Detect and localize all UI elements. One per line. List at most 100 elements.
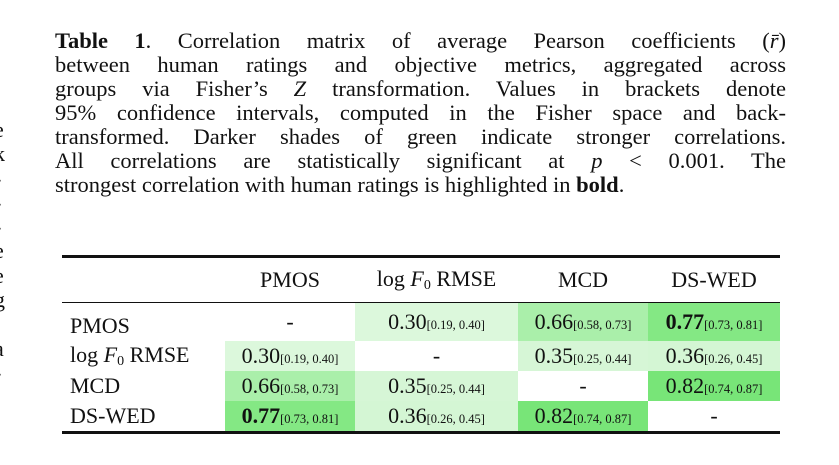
text-fragment: - xyxy=(0,360,6,385)
correlation-value: 0.82 xyxy=(665,373,705,398)
label-text: RMSE xyxy=(124,342,190,367)
label-text: DS-WED xyxy=(70,403,156,428)
correlation-value: - xyxy=(286,309,294,334)
math-variable: F xyxy=(410,266,424,291)
correlation-value: 0.30 xyxy=(388,309,427,334)
correlation-value: 0.35 xyxy=(534,343,574,368)
caption-line: strongest correlation with human ratings… xyxy=(55,173,786,197)
correlation-cell: - xyxy=(518,371,648,401)
confidence-interval: [0.25, 0.44] xyxy=(426,382,485,396)
confidence-interval: [0.58, 0.73] xyxy=(573,318,632,332)
text-fragment: a xyxy=(0,336,6,361)
text-fragment: - xyxy=(0,190,6,215)
correlation-cell: 0.30[0.19, 0.40] xyxy=(225,341,355,371)
column-header: PMOS xyxy=(225,257,355,303)
table-caption: Table 1. Correlation matrix of average P… xyxy=(55,29,786,197)
text-fragment xyxy=(0,312,6,336)
confidence-interval: [0.74, 0.87] xyxy=(704,382,763,396)
caption-text: < 0.001. The xyxy=(602,148,787,173)
correlation-matrix-table: PMOS log F0 RMSE MCD DS-WED PMOS -0.30[0.19,… xyxy=(62,255,780,434)
caption-text: groups via Fisher’s xyxy=(55,76,294,101)
row-label: log F0 RMSE xyxy=(62,341,225,371)
correlation-value: 0.82 xyxy=(534,403,574,428)
text-fragment: k xyxy=(0,141,6,166)
label-text: log xyxy=(376,266,411,291)
confidence-interval: [0.73, 0.81] xyxy=(280,412,339,426)
correlation-cell: - xyxy=(648,401,780,433)
caption-text: . xyxy=(618,172,625,197)
table-row: PMOS -0.30[0.19, 0.40] 0.66[0.58, 0.73] 0.7… xyxy=(62,302,780,342)
bold-word: bold xyxy=(576,172,619,197)
correlation-cell: 0.66[0.58, 0.73] xyxy=(518,302,648,341)
confidence-interval: [0.74, 0.87] xyxy=(573,412,632,426)
text-fragment: - xyxy=(0,166,6,191)
column-header xyxy=(62,257,225,303)
column-header: log F0 RMSE xyxy=(355,257,518,303)
correlation-cell: 0.82[0.74, 0.87] xyxy=(648,371,780,401)
correlation-value: 0.36 xyxy=(665,343,705,368)
caption-line: between human ratings and objective metr… xyxy=(55,52,786,77)
correlation-value: - xyxy=(432,343,441,368)
correlation-cell: 0.66[0.58, 0.73] xyxy=(225,371,355,401)
math-subscript: 0 xyxy=(117,354,125,369)
label-text: RMSE xyxy=(430,266,497,291)
correlation-cell: 0.30[0.19, 0.40] xyxy=(355,302,518,341)
caption-line: All correlations are statistically signi… xyxy=(55,149,786,173)
column-header: DS-WED xyxy=(648,257,780,303)
correlation-value: 0.77 xyxy=(665,309,705,334)
confidence-interval: [0.19, 0.40] xyxy=(280,352,339,366)
math-r-bar: r̄ xyxy=(769,28,779,53)
label-text: MCD xyxy=(70,373,121,398)
correlation-cell: 0.36[0.26, 0.45] xyxy=(648,341,780,371)
correlation-cell: - xyxy=(225,302,355,341)
correlation-value: 0.30 xyxy=(241,343,281,368)
correlation-cell: 0.35[0.25, 0.44] xyxy=(518,341,648,371)
text-fragment: e xyxy=(0,263,6,288)
label-text: PMOS xyxy=(260,267,320,292)
row-label: PMOS xyxy=(62,303,225,342)
header-row: PMOS log F0 RMSE MCD DS-WED xyxy=(62,257,780,303)
math-variable: F xyxy=(103,342,118,367)
adjacent-column-fragment: ek---eega- xyxy=(0,118,6,385)
text-fragment: e xyxy=(0,239,6,264)
correlation-cell: 0.82[0.74, 0.87] xyxy=(518,401,648,433)
correlation-cell: 0.77[0.73, 0.81] xyxy=(648,302,780,341)
caption-line: groups via Fisher’s Z transformation. Va… xyxy=(55,77,786,101)
correlation-value: 0.35 xyxy=(388,373,427,398)
label-text: PMOS xyxy=(70,313,130,338)
text-fragment: g xyxy=(0,287,6,312)
confidence-interval: [0.19, 0.40] xyxy=(426,318,485,332)
caption-line: Table 1. Correlation matrix of average P… xyxy=(55,29,786,53)
caption-text: transformation. Values in brackets denot… xyxy=(306,76,786,101)
confidence-interval: [0.26, 0.45] xyxy=(426,412,485,426)
caption-text: ) xyxy=(778,28,787,53)
text-fragment: - xyxy=(0,214,6,239)
text-fragment: e xyxy=(0,118,6,142)
caption-line: transformed. Darker shades of green indi… xyxy=(55,124,786,149)
caption-text: strongest correlation with human ratings… xyxy=(55,172,577,197)
label-text: DS-WED xyxy=(671,267,757,292)
label-text: MCD xyxy=(557,267,609,292)
math-p: p xyxy=(591,148,603,173)
correlation-cell: 0.36[0.26, 0.45] xyxy=(355,401,518,433)
correlation-cell: 0.35[0.25, 0.44] xyxy=(355,371,518,401)
correlation-value: 0.77 xyxy=(241,403,281,428)
table-row: log F0 RMSE 0.30[0.19, 0.40] -0.35[0.25, 0… xyxy=(62,341,780,371)
table-row: MCD 0.66[0.58, 0.73] 0.35[0.25, 0.44] -0.82… xyxy=(62,371,780,401)
caption-text: . Correlation matrix of average Pearson … xyxy=(145,28,770,53)
correlation-value: - xyxy=(579,373,587,398)
caption-line: 95% confidence intervals, computed in th… xyxy=(55,100,786,125)
row-label: DS-WED xyxy=(62,401,225,433)
math-subscript: 0 xyxy=(423,278,431,293)
correlation-cell: - xyxy=(355,341,518,371)
confidence-interval: [0.26, 0.45] xyxy=(704,352,763,366)
correlation-value: - xyxy=(710,403,718,428)
row-label: MCD xyxy=(62,371,225,401)
confidence-interval: [0.73, 0.81] xyxy=(704,318,763,332)
table-row: DS-WED 0.77[0.73, 0.81] 0.36[0.26, 0.45] 0.… xyxy=(62,401,780,433)
caption-text: All correlations are statistically signi… xyxy=(55,148,592,173)
label-text: log xyxy=(70,342,104,367)
math-z: Z xyxy=(293,76,307,101)
correlation-cell: 0.77[0.73, 0.81] xyxy=(225,401,355,433)
correlation-value: 0.36 xyxy=(388,403,427,428)
